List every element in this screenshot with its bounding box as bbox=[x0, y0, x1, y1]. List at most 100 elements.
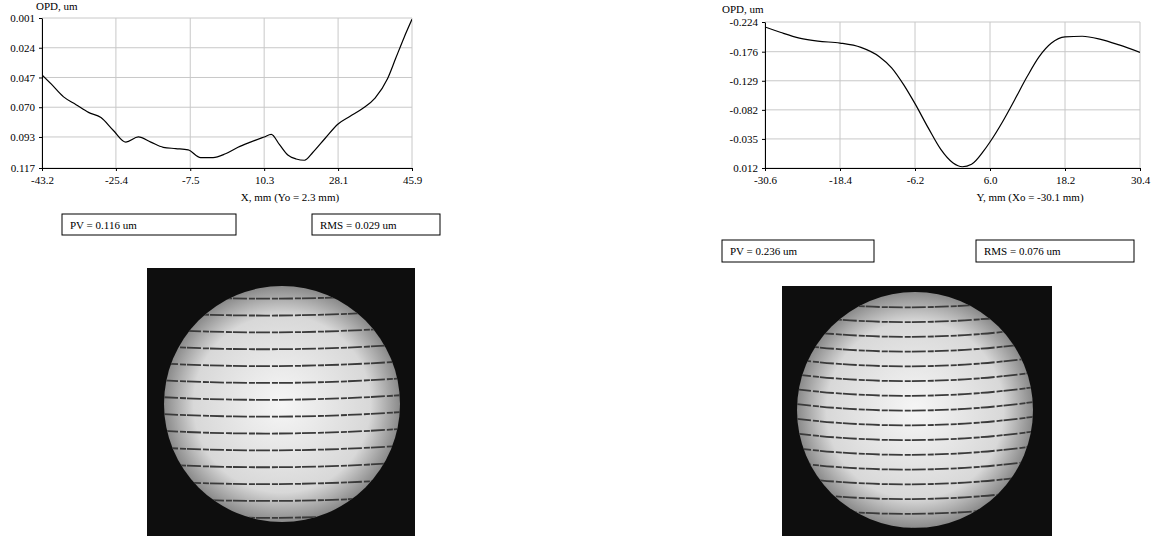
fringe bbox=[164, 446, 400, 451]
x-tick: 30.4 bbox=[1131, 168, 1151, 186]
y-grid-line bbox=[765, 51, 1140, 52]
y-grid-line bbox=[42, 77, 412, 78]
plot-area bbox=[42, 19, 412, 160]
fringe bbox=[797, 299, 1033, 308]
y-tick: 0.001 bbox=[10, 12, 42, 24]
y-tick-mark bbox=[39, 18, 42, 19]
x-tick: 18.2 bbox=[1056, 168, 1075, 186]
fringe bbox=[797, 417, 1033, 426]
x-grid-line bbox=[264, 18, 265, 168]
interferogram bbox=[782, 286, 1052, 536]
grid bbox=[42, 18, 412, 168]
fringe bbox=[797, 387, 1033, 396]
y-grid-line bbox=[765, 22, 1140, 23]
fringe bbox=[797, 491, 1033, 500]
x-grid-line bbox=[338, 18, 339, 168]
y-axis: 0.001 0.024 0.047 0.070 0.093 0.117 bbox=[10, 12, 42, 174]
y-tick-label: 0.001 bbox=[10, 12, 35, 24]
x-tick: 10.3 bbox=[255, 168, 275, 186]
x-tick: -6.2 bbox=[907, 168, 924, 186]
x-axis-line bbox=[766, 168, 1141, 169]
fringe bbox=[164, 378, 400, 383]
y-axis-line bbox=[42, 19, 43, 169]
x-axis-title: X, mm (Yo = 2.3 mm) bbox=[241, 191, 340, 204]
x-axis-title: Y, mm (Xo = -30.1 mm) bbox=[976, 191, 1083, 204]
chart-panel: -43.2-25.4-7.510.328.145.90.0010.0240.04… bbox=[10, 0, 440, 536]
y-grid-line bbox=[42, 47, 412, 48]
interferogram-aperture bbox=[164, 286, 400, 522]
y-tick-label: 0.093 bbox=[10, 131, 35, 143]
x-grid-line bbox=[765, 22, 766, 168]
x-tick-label: -6.2 bbox=[907, 174, 924, 186]
interferogram-background bbox=[147, 268, 415, 536]
x-grid-line bbox=[840, 22, 841, 168]
y-tick-label: -0.129 bbox=[730, 75, 759, 87]
y-tick-label: -0.224 bbox=[730, 16, 759, 28]
fringe bbox=[797, 461, 1033, 470]
y-tick-mark bbox=[762, 168, 765, 169]
x-tick: 28.1 bbox=[329, 168, 348, 186]
x-grid-line bbox=[1065, 22, 1066, 168]
fringe bbox=[164, 412, 400, 417]
y-tick-label: -0.176 bbox=[730, 46, 759, 58]
y-axis-title: OPD, um bbox=[36, 0, 78, 12]
x-tick-label: -7.5 bbox=[182, 174, 200, 186]
stat-text: RMS = 0.029 um bbox=[320, 219, 397, 231]
x-tick-label: 18.2 bbox=[1056, 174, 1075, 186]
fringe bbox=[164, 345, 400, 350]
x-grid-line bbox=[190, 18, 191, 168]
fringe bbox=[164, 311, 400, 316]
stat-box-frame bbox=[976, 240, 1134, 262]
x-tick-mark bbox=[116, 168, 117, 171]
fringe bbox=[164, 294, 400, 299]
y-tick: -0.176 bbox=[730, 46, 765, 58]
x-axis: -43.2-25.4-7.510.328.145.9 bbox=[31, 168, 423, 186]
stat-box: RMS = 0.029 um bbox=[312, 214, 440, 235]
interferogram bbox=[147, 268, 415, 536]
y-grid-line bbox=[765, 138, 1140, 139]
fringe bbox=[797, 343, 1033, 352]
y-tick: 0.047 bbox=[10, 72, 42, 84]
y-tick: 0.117 bbox=[11, 162, 42, 174]
x-tick: -25.4 bbox=[105, 168, 128, 186]
y-tick: 0.070 bbox=[10, 101, 42, 113]
x-grid-line bbox=[412, 18, 413, 168]
x-tick-label: 28.1 bbox=[329, 174, 348, 186]
stat-box-frame bbox=[312, 214, 440, 235]
fringe bbox=[797, 520, 1033, 529]
y-tick-label: 0.117 bbox=[11, 162, 36, 174]
fringe bbox=[164, 496, 400, 501]
x-grid-line bbox=[1140, 22, 1141, 168]
fringe bbox=[164, 362, 400, 367]
stat-text: RMS = 0.076 um bbox=[984, 245, 1061, 257]
y-tick: -0.082 bbox=[730, 104, 765, 116]
fringe bbox=[797, 358, 1033, 367]
opd-line bbox=[765, 27, 1140, 167]
x-tick: -18.4 bbox=[829, 168, 852, 186]
x-tick: 45.9 bbox=[403, 168, 423, 186]
x-tick-label: -25.4 bbox=[105, 174, 128, 186]
fringe bbox=[164, 395, 400, 400]
x-grid-line bbox=[915, 22, 916, 168]
x-tick: -7.5 bbox=[182, 168, 200, 186]
grid bbox=[765, 22, 1140, 168]
y-tick: 0.024 bbox=[10, 42, 42, 54]
y-grid-line bbox=[765, 80, 1140, 81]
fringe bbox=[797, 432, 1033, 441]
stat-box: RMS = 0.076 um bbox=[976, 240, 1134, 262]
x-tick-label: 30.4 bbox=[1131, 174, 1151, 186]
y-grid-line bbox=[42, 136, 412, 137]
y-axis-line bbox=[765, 23, 766, 169]
x-tick-mark bbox=[990, 168, 991, 171]
x-tick-mark bbox=[264, 168, 265, 171]
chart-panel: -30.6-18.4-6.26.018.230.4-0.224-0.176-0.… bbox=[722, 3, 1151, 536]
x-tick-label: 45.9 bbox=[403, 174, 423, 186]
x-tick: 6.0 bbox=[984, 168, 998, 186]
x-tick-mark bbox=[190, 168, 191, 171]
plot-area bbox=[765, 27, 1140, 167]
fringe bbox=[164, 513, 400, 518]
y-tick-label: 0.012 bbox=[733, 162, 758, 174]
y-grid-line bbox=[765, 168, 1140, 169]
fringe bbox=[797, 446, 1033, 455]
opd-line bbox=[42, 19, 412, 160]
